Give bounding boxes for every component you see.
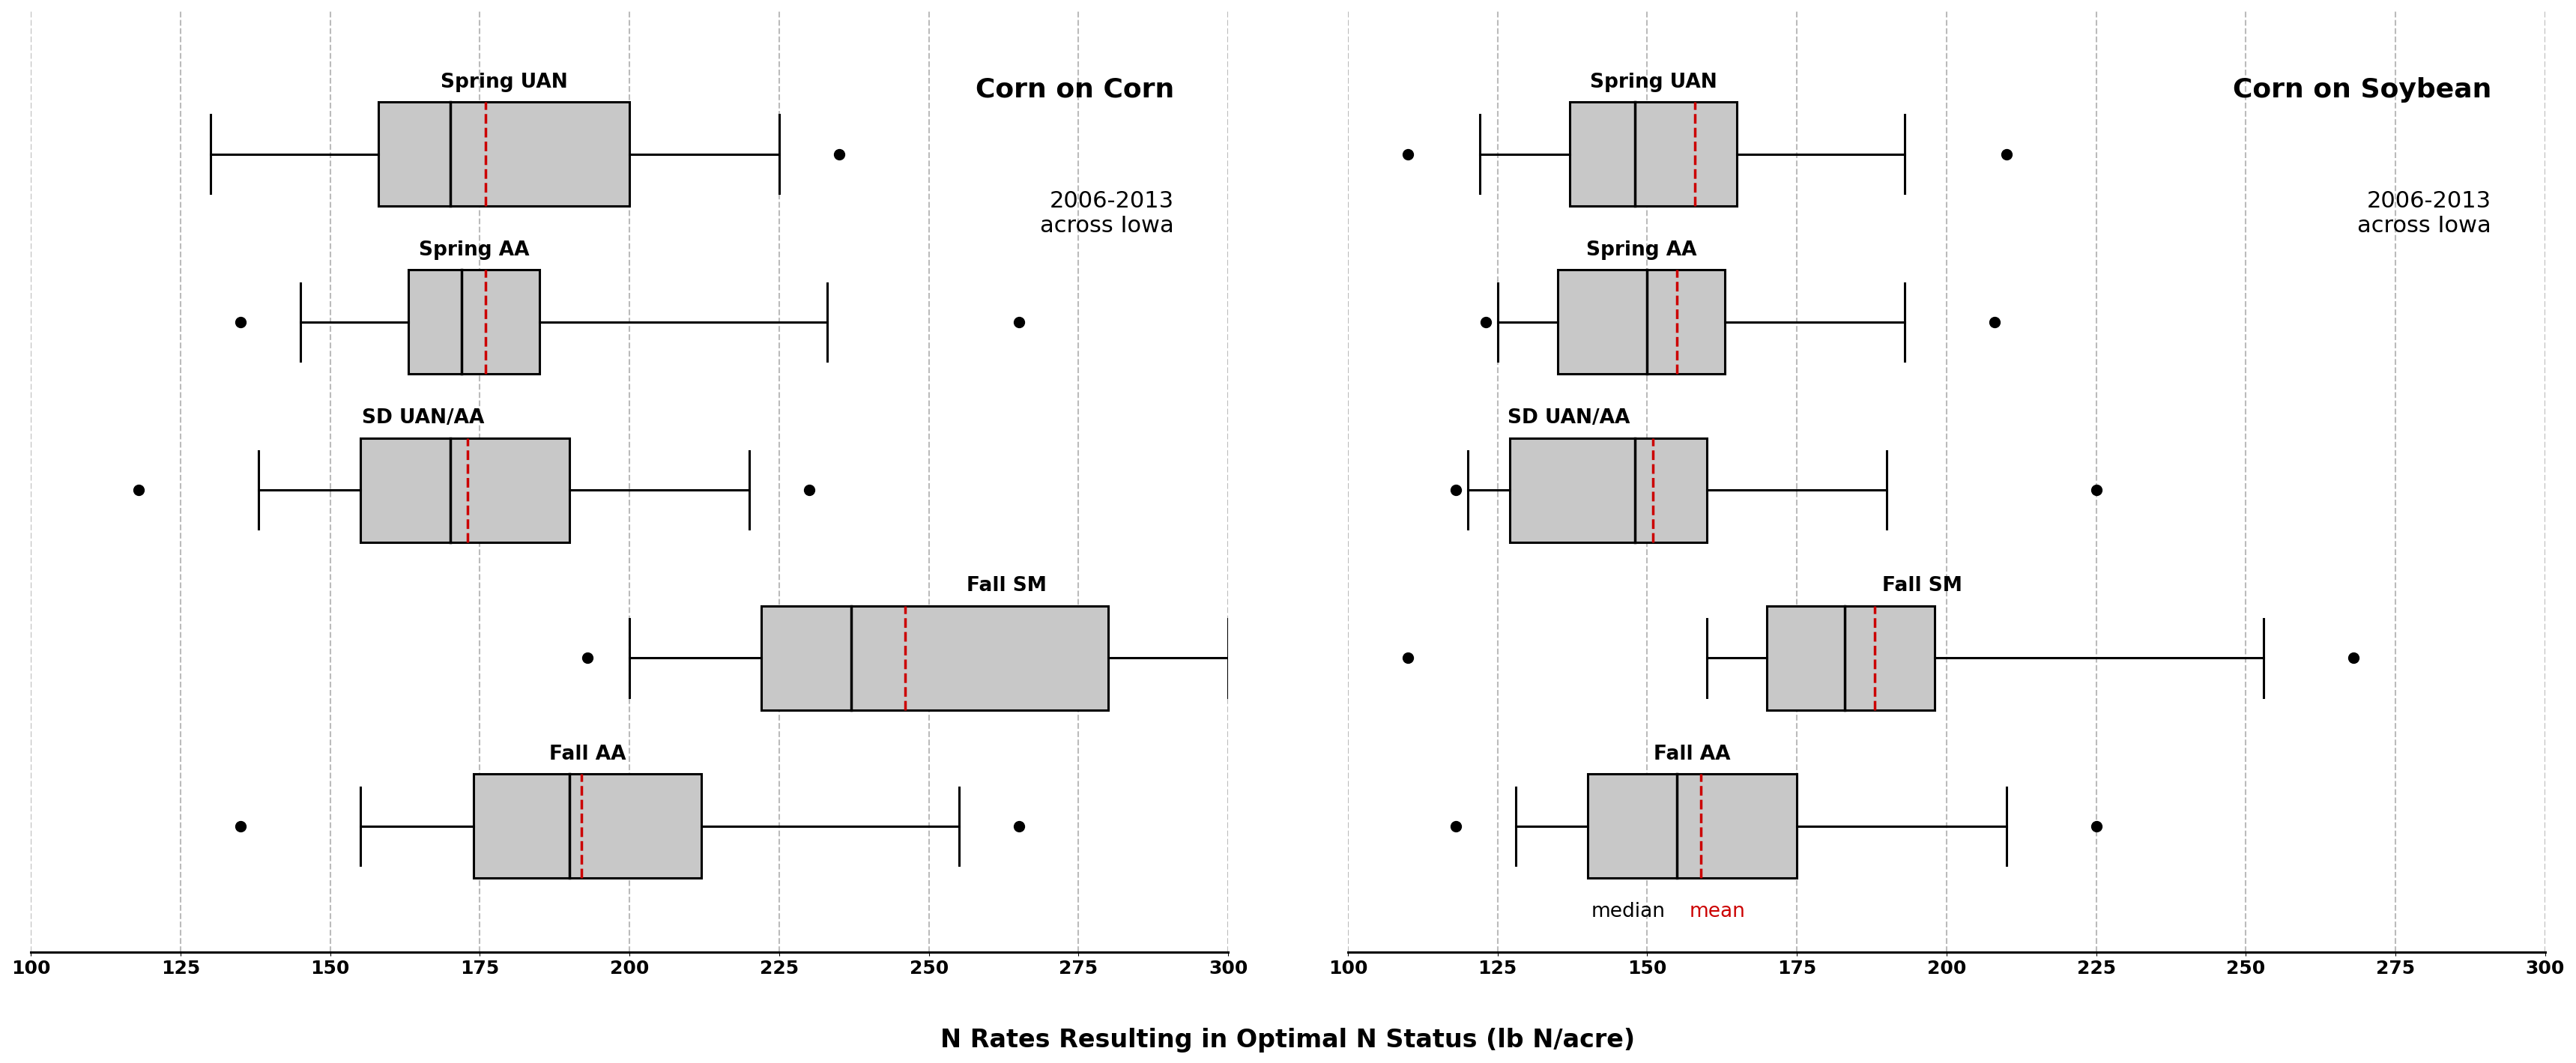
Bar — [407, 270, 541, 374]
Text: Fall AA: Fall AA — [1654, 744, 1731, 764]
Bar — [379, 102, 629, 206]
Bar — [1558, 270, 1726, 374]
Text: Fall AA: Fall AA — [549, 744, 626, 764]
Text: SD UAN/AA: SD UAN/AA — [361, 408, 484, 428]
Text: Spring AA: Spring AA — [420, 240, 528, 259]
Text: Spring UAN: Spring UAN — [440, 72, 567, 91]
Text: 2006-2013
across Iowa: 2006-2013 across Iowa — [1041, 190, 1175, 237]
Bar — [1569, 102, 1736, 206]
Bar — [1510, 438, 1708, 542]
Text: N Rates Resulting in Optimal N Status (lb N/acre): N Rates Resulting in Optimal N Status (l… — [940, 1028, 1636, 1052]
Text: SD UAN/AA: SD UAN/AA — [1507, 408, 1631, 428]
Text: Spring AA: Spring AA — [1587, 240, 1698, 259]
Bar — [1587, 774, 1798, 878]
Bar — [762, 606, 1108, 710]
Text: Corn on Soybean: Corn on Soybean — [2233, 78, 2491, 102]
Text: mean: mean — [1690, 901, 1744, 922]
Text: Spring UAN: Spring UAN — [1589, 72, 1716, 91]
Bar — [1767, 606, 1935, 710]
Text: Fall SM: Fall SM — [1883, 576, 1963, 596]
Text: Fall SM: Fall SM — [966, 576, 1046, 596]
Bar — [361, 438, 569, 542]
Text: median: median — [1592, 901, 1664, 922]
Text: 2006-2013
across Iowa: 2006-2013 across Iowa — [2357, 190, 2491, 237]
Bar — [474, 774, 701, 878]
Text: Corn on Corn: Corn on Corn — [976, 78, 1175, 102]
